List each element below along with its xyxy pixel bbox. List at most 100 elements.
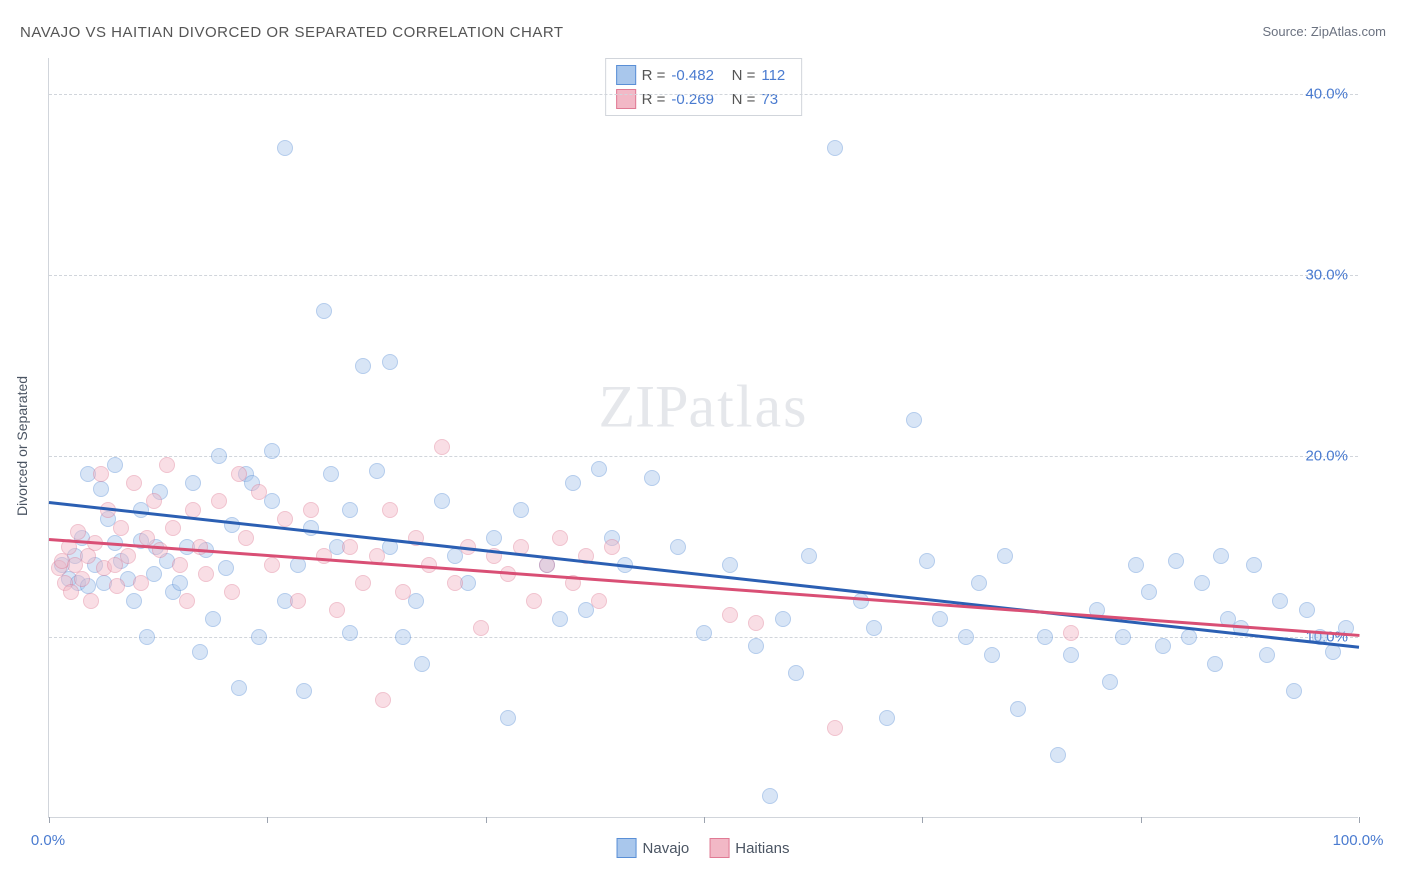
x-tick: [49, 817, 50, 823]
data-point: [231, 680, 247, 696]
data-point: [447, 575, 463, 591]
legend-item: Haitians: [709, 838, 789, 858]
data-point: [369, 463, 385, 479]
data-point: [696, 625, 712, 641]
stat-n-value: 73: [761, 91, 791, 108]
data-point: [1299, 602, 1315, 618]
data-point: [211, 493, 227, 509]
data-point: [251, 484, 267, 500]
stat-n-value: 112: [761, 67, 791, 84]
data-point: [1259, 647, 1275, 663]
data-point: [670, 539, 686, 555]
data-point: [126, 593, 142, 609]
data-point: [1194, 575, 1210, 591]
data-point: [984, 647, 1000, 663]
trend-line: [49, 538, 1359, 636]
data-point: [316, 548, 332, 564]
data-point: [70, 524, 86, 540]
data-point: [296, 683, 312, 699]
data-point: [775, 611, 791, 627]
data-point: [395, 629, 411, 645]
data-point: [1286, 683, 1302, 699]
data-point: [866, 620, 882, 636]
data-point: [971, 575, 987, 591]
data-point: [126, 475, 142, 491]
data-point: [434, 439, 450, 455]
data-point: [277, 511, 293, 527]
data-point: [434, 493, 450, 509]
data-point: [762, 788, 778, 804]
data-point: [827, 720, 843, 736]
legend-swatch: [709, 838, 729, 858]
gridline-h: [49, 275, 1358, 276]
data-point: [342, 625, 358, 641]
legend-swatch: [616, 65, 636, 85]
data-point: [932, 611, 948, 627]
stat-r-label: R =: [642, 91, 666, 108]
data-point: [919, 553, 935, 569]
data-point: [879, 710, 895, 726]
data-point: [139, 629, 155, 645]
stat-r-value: -0.482: [671, 67, 721, 84]
data-point: [185, 475, 201, 491]
data-point: [414, 656, 430, 672]
data-point: [1010, 701, 1026, 717]
watermark: ZIPatlas: [599, 373, 809, 442]
data-point: [264, 493, 280, 509]
y-axis-label: Divorced or Separated: [14, 376, 30, 516]
legend-item: Navajo: [617, 838, 690, 858]
stat-n-label: N =: [727, 67, 755, 84]
data-point: [179, 593, 195, 609]
data-point: [552, 611, 568, 627]
stats-row: R =-0.482 N =112: [616, 63, 792, 87]
data-point: [382, 502, 398, 518]
data-point: [1037, 629, 1053, 645]
data-point: [906, 412, 922, 428]
data-point: [238, 530, 254, 546]
x-tick: [922, 817, 923, 823]
data-point: [591, 593, 607, 609]
data-point: [277, 140, 293, 156]
data-point: [722, 557, 738, 573]
data-point: [644, 470, 660, 486]
data-point: [591, 461, 607, 477]
data-point: [1115, 629, 1131, 645]
data-point: [1207, 656, 1223, 672]
data-point: [172, 557, 188, 573]
data-point: [290, 593, 306, 609]
data-point: [120, 548, 136, 564]
x-tick-label-right: 100.0%: [1333, 832, 1384, 849]
data-point: [93, 466, 109, 482]
data-point: [395, 584, 411, 600]
data-point: [748, 638, 764, 654]
data-point: [109, 578, 125, 594]
data-point: [355, 575, 371, 591]
watermark-light: atlas: [689, 374, 809, 440]
data-point: [1063, 625, 1079, 641]
data-point: [788, 665, 804, 681]
data-point: [500, 710, 516, 726]
data-point: [722, 607, 738, 623]
chart-title: NAVAJO VS HAITIAN DIVORCED OR SEPARATED …: [20, 24, 564, 41]
data-point: [224, 584, 240, 600]
data-point: [192, 644, 208, 660]
data-point: [382, 354, 398, 370]
x-tick: [1359, 817, 1360, 823]
data-point: [997, 548, 1013, 564]
data-point: [323, 466, 339, 482]
data-point: [224, 517, 240, 533]
data-point: [526, 593, 542, 609]
stat-n-label: N =: [727, 91, 755, 108]
data-point: [198, 566, 214, 582]
x-tick: [1141, 817, 1142, 823]
data-point: [1155, 638, 1171, 654]
watermark-bold: ZIP: [599, 374, 689, 440]
data-point: [264, 443, 280, 459]
gridline-h: [49, 456, 1358, 457]
data-point: [342, 502, 358, 518]
data-point: [93, 481, 109, 497]
data-point: [486, 530, 502, 546]
x-tick: [486, 817, 487, 823]
data-point: [1141, 584, 1157, 600]
data-point: [83, 593, 99, 609]
